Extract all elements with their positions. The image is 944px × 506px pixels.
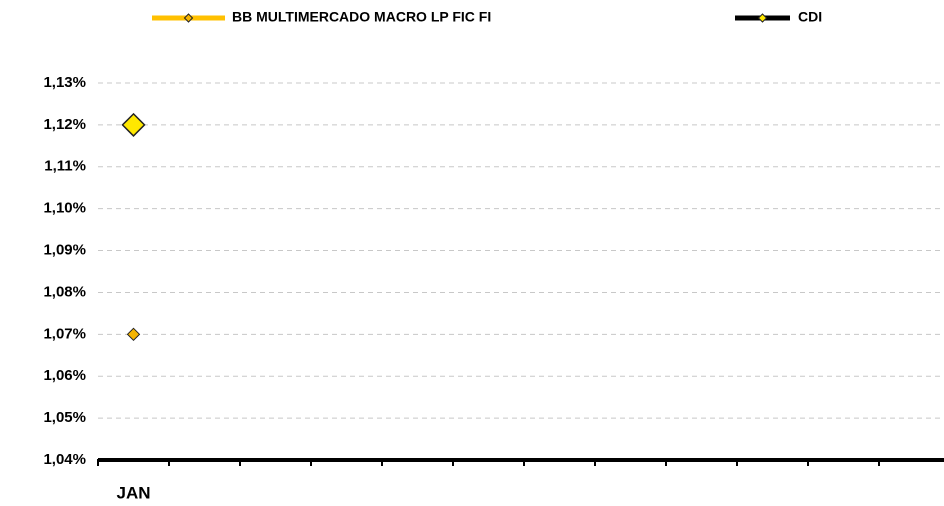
marker (126, 327, 141, 342)
marker (121, 112, 146, 137)
x-tick-label: JAN (116, 483, 150, 502)
y-tick-label: 1,12% (43, 116, 86, 133)
legend-marker (183, 13, 194, 23)
y-tick-label: 1,07% (43, 325, 86, 342)
legend-marker (757, 13, 768, 23)
y-tick-label: 1,08% (43, 283, 86, 300)
y-tick-label: 1,10% (43, 200, 86, 217)
y-tick-label: 1,05% (43, 409, 86, 426)
legend-label: BB MULTIMERCADO MACRO LP FIC FI (232, 9, 491, 25)
y-tick-label: 1,09% (43, 242, 86, 259)
y-tick-label: 1,11% (44, 158, 86, 175)
y-tick-label: 1,04% (43, 451, 86, 468)
y-tick-label: 1,06% (43, 367, 86, 384)
y-tick-label: 1,13% (43, 74, 86, 91)
legend-label: CDI (798, 9, 822, 25)
